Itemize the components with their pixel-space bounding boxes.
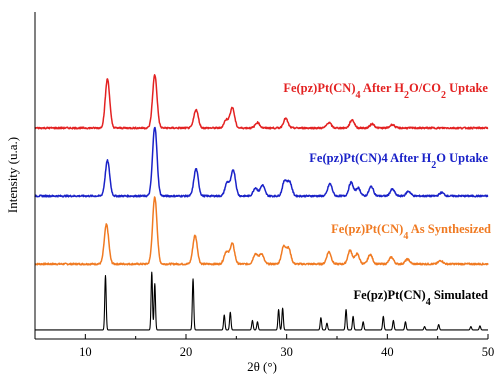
series-line-3 — [34, 74, 489, 130]
x-ticks: 10 20 30 40 50 — [34, 334, 495, 359]
series-label-2: Fe(pz)Pt(CN)4 After H2O Uptake — [309, 151, 488, 171]
x-tick-label-50: 50 — [482, 345, 495, 359]
y-axis-label: Intensity (u.a.) — [5, 137, 20, 213]
series-line-0 — [34, 271, 489, 331]
x-tick-label-10: 10 — [79, 345, 92, 359]
axes — [34, 12, 488, 340]
x-axis-label: 2θ (°) — [247, 359, 277, 374]
x-tick-label-20: 20 — [180, 345, 193, 359]
series-layer — [34, 74, 489, 331]
series-label-1: Fe(pz)Pt(CN)4 As Synthesized — [331, 222, 491, 242]
x-tick-label-40: 40 — [381, 345, 394, 359]
series-label-0: Fe(pz)Pt(CN)4 Simulated — [354, 288, 489, 308]
x-tick-label-30: 30 — [280, 345, 293, 359]
series-label-3: Fe(pz)Pt(CN)4 After H2O/CO2 Uptake — [283, 81, 488, 101]
series-labels: Fe(pz)Pt(CN)4 Simulated Fe(pz)Pt(CN)4 As … — [283, 81, 491, 308]
series-line-1 — [34, 196, 489, 266]
series-line-2 — [34, 126, 489, 198]
